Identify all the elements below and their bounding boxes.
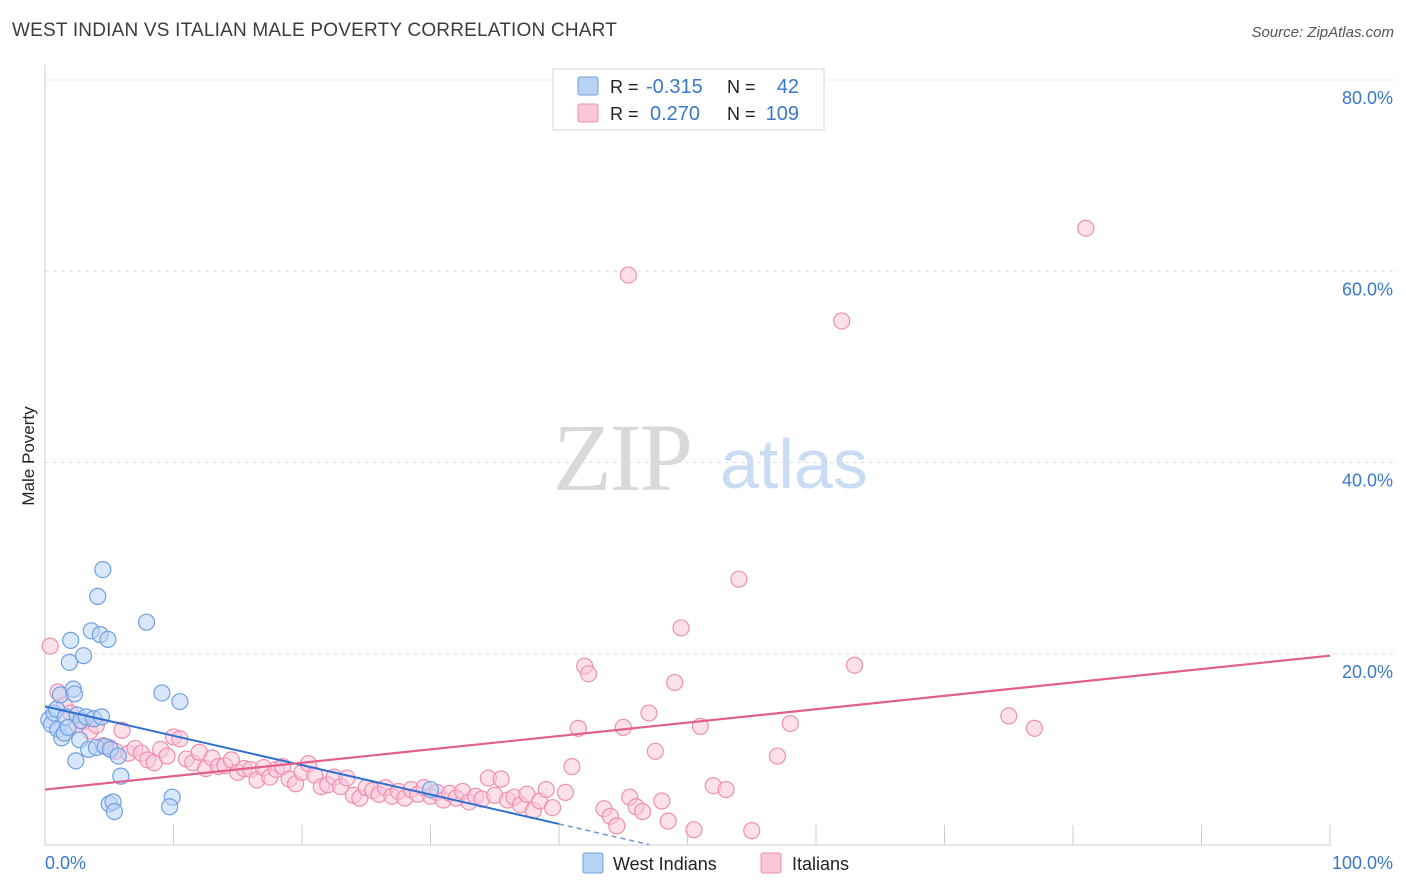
data-point bbox=[1000, 707, 1018, 725]
data-point bbox=[158, 747, 176, 765]
data-point bbox=[614, 718, 632, 736]
y-tick-label: 20.0% bbox=[1342, 662, 1393, 682]
data-point bbox=[137, 613, 156, 631]
legend-r-label: R = bbox=[610, 104, 639, 124]
data-point bbox=[781, 714, 799, 733]
data-point bbox=[74, 647, 93, 665]
data-point bbox=[569, 719, 587, 737]
data-point bbox=[99, 630, 117, 649]
data-point bbox=[161, 798, 179, 816]
legend-n-value: 109 bbox=[766, 103, 799, 125]
data-point bbox=[67, 752, 85, 770]
legend-n-label: N = bbox=[727, 77, 756, 97]
data-point bbox=[563, 757, 581, 776]
data-point bbox=[640, 704, 658, 722]
data-point bbox=[608, 817, 626, 835]
watermark-atlas: atlas bbox=[720, 425, 868, 503]
data-point bbox=[1077, 219, 1095, 237]
data-point bbox=[556, 783, 575, 802]
west-indians-trend-line bbox=[44, 705, 560, 825]
data-point bbox=[672, 619, 690, 637]
y-tick-label: 80.0% bbox=[1342, 88, 1393, 108]
watermark-zip: ZIP bbox=[553, 404, 691, 511]
data-point bbox=[845, 656, 864, 674]
legend-r-label: R = bbox=[610, 77, 639, 97]
data-point bbox=[109, 747, 127, 765]
legend-r-value: 0.270 bbox=[650, 103, 700, 125]
data-point bbox=[579, 665, 598, 683]
series-legend-swatch-west-indians bbox=[582, 852, 604, 874]
data-point bbox=[113, 721, 131, 739]
data-point bbox=[338, 769, 356, 787]
stats-legend: R = -0.315 N = 42 R = 0.270 N = 109 bbox=[552, 68, 825, 131]
chart-title: WEST INDIAN VS ITALIAN MALE POVERTY CORR… bbox=[12, 20, 617, 41]
italians-points bbox=[41, 219, 1095, 840]
data-point bbox=[685, 821, 703, 839]
grid-lines bbox=[45, 79, 1393, 655]
legend-swatch-pink bbox=[577, 103, 599, 123]
italians-trend-line bbox=[44, 654, 1331, 791]
data-point bbox=[730, 570, 748, 588]
y-tick-label: 40.0% bbox=[1342, 471, 1393, 491]
trend-lines bbox=[44, 654, 1331, 846]
data-point bbox=[153, 684, 171, 702]
data-point bbox=[41, 637, 59, 655]
data-point bbox=[94, 560, 112, 579]
legend-n-label: N = bbox=[727, 104, 756, 124]
legend-r-value: -0.315 bbox=[646, 76, 703, 98]
data-point bbox=[60, 653, 79, 671]
data-point bbox=[105, 802, 123, 821]
data-point bbox=[633, 802, 652, 821]
west-indians-trend-extension bbox=[558, 823, 650, 846]
data-point bbox=[717, 780, 735, 799]
series-legend-label-west-indians: West Indians bbox=[613, 854, 717, 874]
data-point bbox=[492, 770, 510, 788]
y-tick-labels: 20.0% 40.0% 60.0% 80.0% bbox=[1342, 88, 1393, 682]
data-point bbox=[646, 742, 664, 760]
series-legend-swatch-italians bbox=[760, 852, 782, 874]
x-tick-label-max: 100.0% bbox=[1332, 853, 1393, 873]
series-legend-label-italians: Italians bbox=[792, 854, 849, 874]
data-point bbox=[833, 312, 851, 330]
y-tick-label: 60.0% bbox=[1342, 279, 1393, 299]
series-legend: West Indians Italians bbox=[582, 852, 849, 874]
data-point bbox=[62, 631, 80, 649]
data-point bbox=[537, 780, 555, 799]
data-point bbox=[1025, 719, 1044, 737]
data-point bbox=[543, 799, 562, 817]
data-point bbox=[89, 587, 107, 605]
data-point bbox=[768, 747, 787, 765]
legend-n-value: 42 bbox=[777, 76, 799, 98]
data-point bbox=[666, 673, 684, 692]
data-point bbox=[171, 692, 189, 711]
west-indians-points bbox=[40, 560, 440, 821]
source-label: Source: ZipAtlas.com bbox=[1251, 24, 1394, 41]
data-point bbox=[659, 812, 677, 830]
data-point bbox=[653, 792, 671, 810]
x-tick-label-min: 0.0% bbox=[45, 853, 86, 873]
legend-swatch-blue bbox=[577, 76, 599, 96]
data-point bbox=[743, 822, 761, 840]
data-point bbox=[92, 708, 111, 726]
y-axis-label: Male Poverty bbox=[19, 406, 38, 506]
data-point bbox=[65, 685, 84, 703]
data-point bbox=[619, 266, 637, 284]
